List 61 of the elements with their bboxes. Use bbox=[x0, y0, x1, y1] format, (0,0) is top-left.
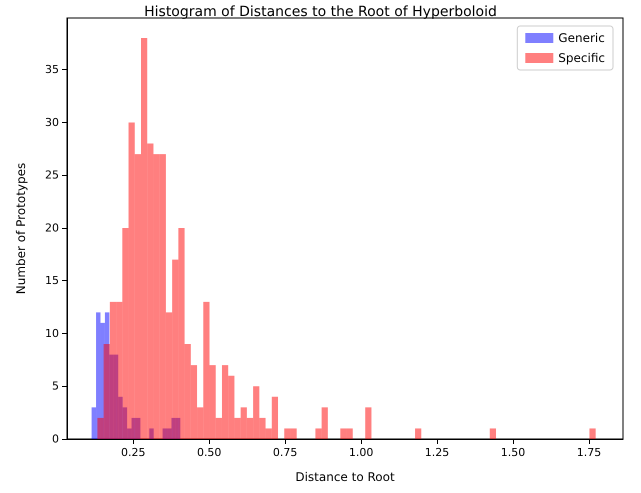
legend-label: Specific bbox=[558, 51, 606, 65]
x-tick-label: 1.25 bbox=[424, 446, 450, 459]
bar bbox=[259, 418, 266, 439]
x-tick-label: 1.50 bbox=[500, 446, 526, 459]
bar bbox=[589, 428, 596, 439]
bar bbox=[210, 365, 216, 439]
x-tick-label: 0.75 bbox=[272, 446, 298, 459]
y-tick-label: 15 bbox=[45, 274, 59, 288]
bar bbox=[197, 407, 204, 439]
bar bbox=[92, 407, 96, 439]
bar bbox=[160, 154, 166, 439]
y-tick-label: 30 bbox=[45, 116, 59, 129]
bar bbox=[140, 38, 148, 439]
bar bbox=[234, 418, 241, 439]
bar bbox=[104, 344, 110, 439]
x-tick-label: 1.75 bbox=[576, 446, 602, 459]
bar bbox=[246, 418, 254, 439]
x-tick-label: 1.00 bbox=[348, 446, 374, 459]
bar bbox=[134, 154, 141, 439]
y-tick-label: 25 bbox=[45, 168, 59, 182]
bar bbox=[315, 428, 322, 439]
chart-title: Histogram of Distances to the Root of Hyperboloid bbox=[144, 4, 497, 20]
x-tick-label: 0.25 bbox=[120, 446, 146, 459]
bar bbox=[266, 428, 272, 439]
bar bbox=[253, 386, 260, 439]
bar bbox=[415, 428, 422, 439]
y-tick-label: 10 bbox=[45, 326, 59, 340]
bar bbox=[346, 428, 353, 439]
bar bbox=[178, 228, 185, 439]
bar bbox=[340, 428, 347, 439]
bar bbox=[122, 228, 129, 439]
y-tick-label: 35 bbox=[45, 63, 59, 76]
y-axis-title: Number of Prototypes bbox=[14, 162, 28, 294]
y-tick-label: 20 bbox=[45, 221, 59, 234]
bar bbox=[153, 154, 160, 439]
y-tick-label: 5 bbox=[52, 380, 59, 393]
bar bbox=[172, 260, 178, 439]
bar bbox=[116, 302, 122, 439]
bar bbox=[272, 396, 278, 439]
bar bbox=[147, 144, 154, 439]
bar bbox=[97, 418, 104, 439]
bar bbox=[365, 407, 372, 439]
bar bbox=[240, 407, 247, 439]
x-axis-title: Distance to Root bbox=[295, 470, 395, 484]
bar bbox=[184, 344, 191, 439]
bar bbox=[110, 302, 116, 439]
bar bbox=[128, 122, 135, 439]
bar bbox=[322, 407, 328, 439]
bar bbox=[96, 312, 100, 439]
bar bbox=[190, 365, 198, 439]
bar bbox=[203, 302, 210, 439]
bar bbox=[166, 312, 172, 439]
bar bbox=[222, 365, 228, 439]
bar bbox=[290, 428, 297, 439]
bar bbox=[228, 376, 234, 439]
y-tick-label: 0 bbox=[52, 432, 59, 446]
bar bbox=[490, 428, 496, 439]
bar bbox=[284, 428, 290, 439]
bar bbox=[216, 418, 222, 439]
x-tick-label: 0.50 bbox=[196, 446, 222, 459]
legend-label: Generic bbox=[558, 31, 605, 45]
